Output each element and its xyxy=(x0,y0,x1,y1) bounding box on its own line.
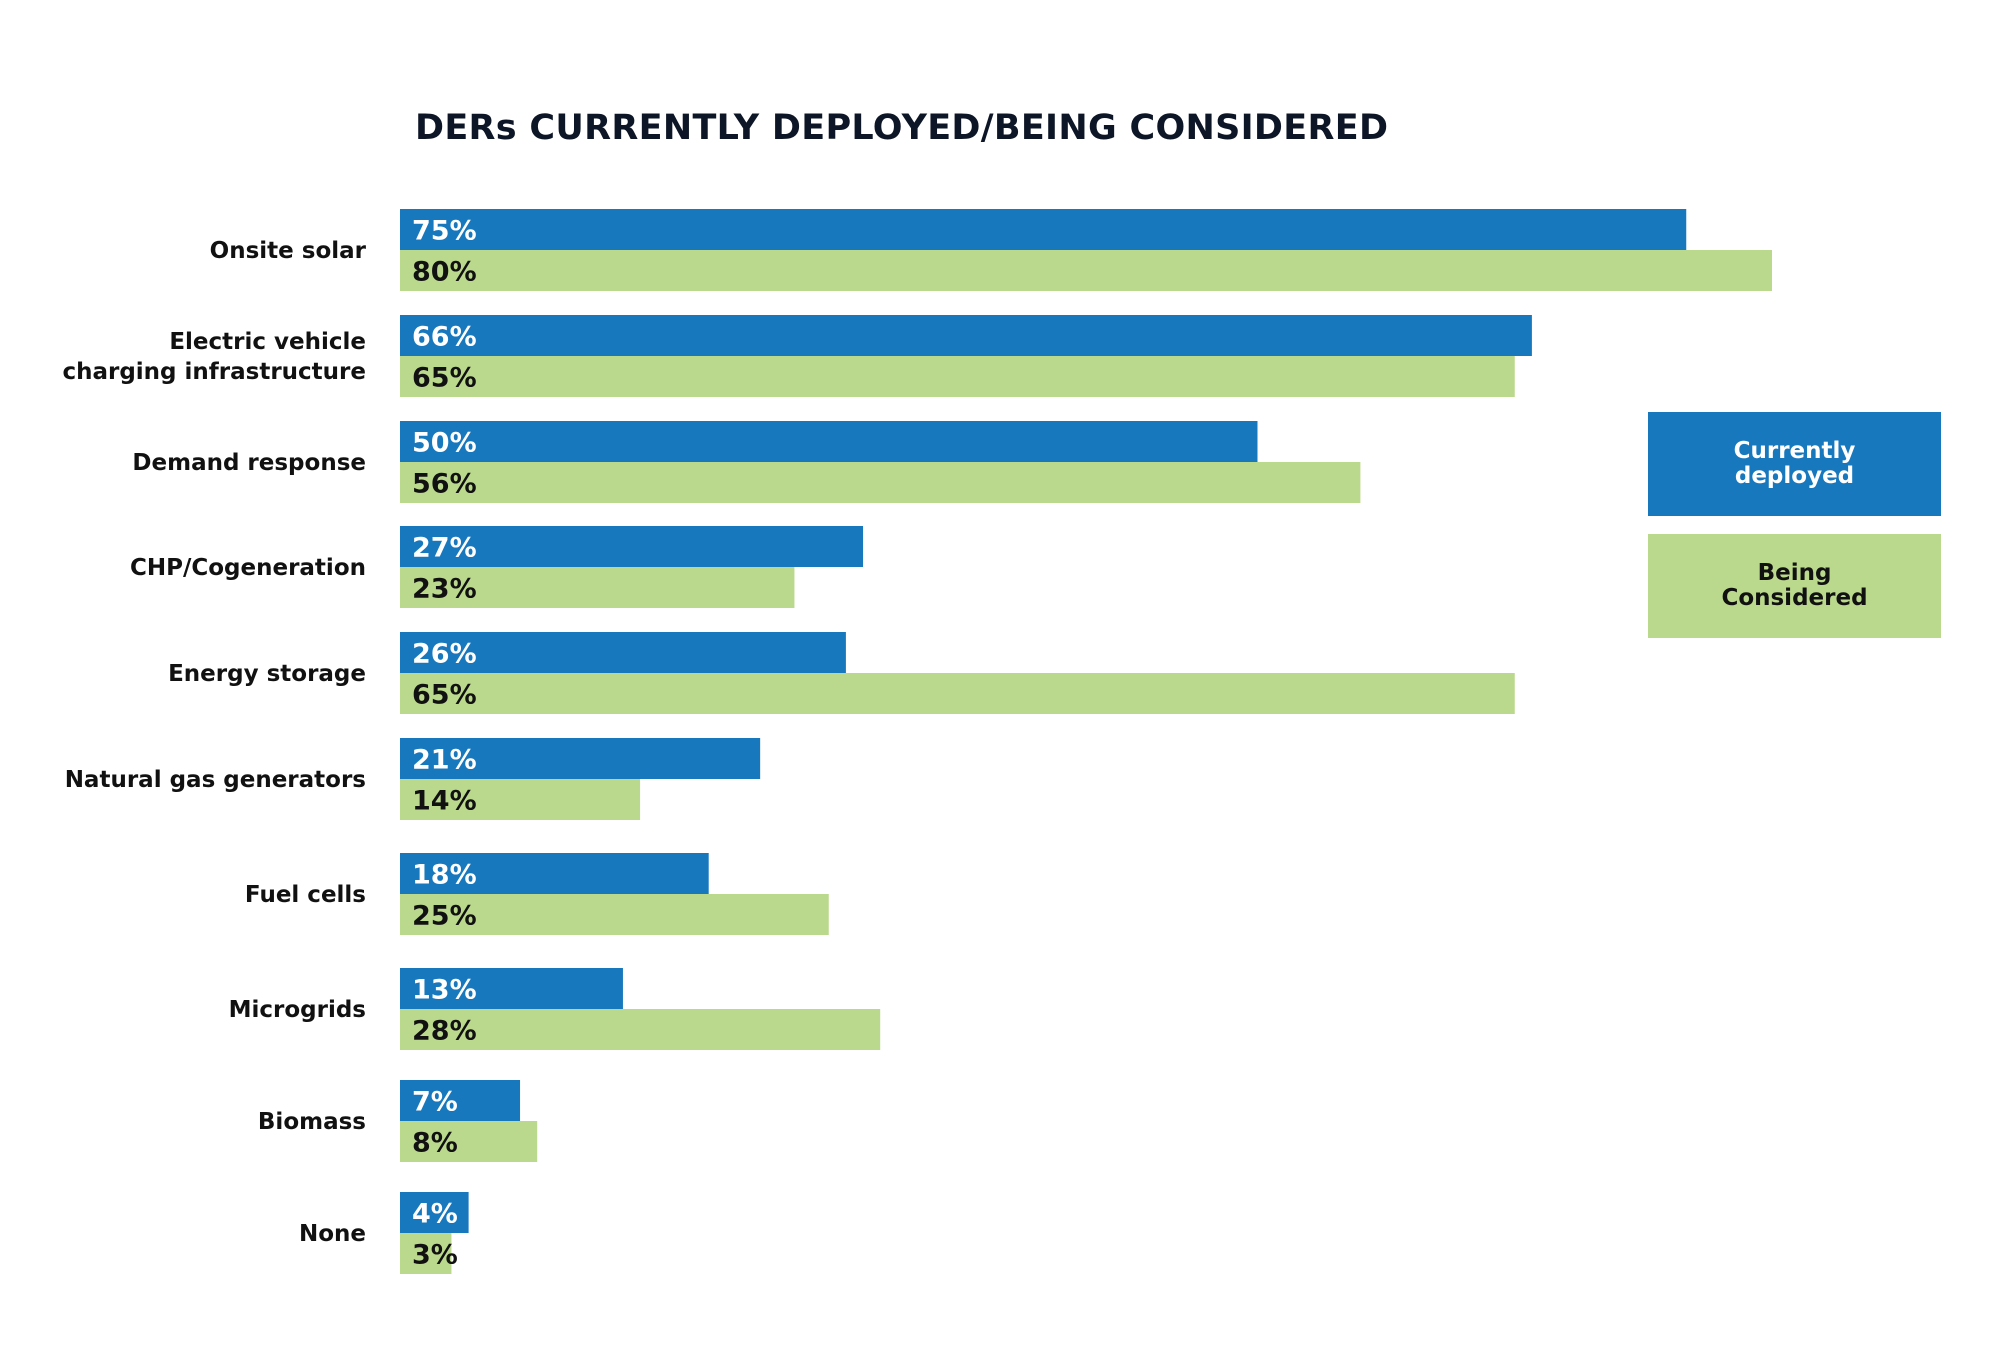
bar-currently-deployed xyxy=(400,1192,469,1233)
bar-being-considered xyxy=(400,462,1361,503)
category-label: Demand response xyxy=(132,450,366,476)
value-label-currently-deployed: 4% xyxy=(412,1199,458,1230)
value-label-being-considered: 3% xyxy=(412,1240,458,1271)
bar-being-considered xyxy=(400,356,1515,397)
category-label: CHP/Cogeneration xyxy=(130,555,366,581)
value-label-currently-deployed: 18% xyxy=(412,860,477,891)
value-label-being-considered: 80% xyxy=(412,257,477,288)
value-label-being-considered: 25% xyxy=(412,901,477,932)
value-label-currently-deployed: 66% xyxy=(412,322,477,353)
bar-currently-deployed xyxy=(400,632,846,673)
value-label-currently-deployed: 75% xyxy=(412,216,477,247)
value-label-currently-deployed: 26% xyxy=(412,639,477,670)
bar-currently-deployed xyxy=(400,421,1258,462)
bar-currently-deployed xyxy=(400,315,1532,356)
value-label-being-considered: 14% xyxy=(412,786,477,817)
bar-being-considered xyxy=(400,1009,881,1050)
value-label-being-considered: 23% xyxy=(412,574,477,605)
bar-currently-deployed xyxy=(400,738,761,779)
category-label: Electric vehicle charging infrastructure xyxy=(62,329,366,385)
value-label-being-considered: 8% xyxy=(412,1128,458,1159)
bar-being-considered xyxy=(400,250,1772,291)
category-label: Fuel cells xyxy=(245,882,366,908)
legend-item-currently-deployed: Currently deployed xyxy=(1648,412,1941,516)
bar-being-considered xyxy=(400,673,1515,714)
value-label-being-considered: 65% xyxy=(412,680,477,711)
bar-currently-deployed xyxy=(400,968,623,1009)
value-label-currently-deployed: 27% xyxy=(412,533,477,564)
category-label: Biomass xyxy=(258,1109,366,1135)
bar-being-considered xyxy=(400,567,795,608)
category-label: Microgrids xyxy=(229,997,366,1023)
category-label: Natural gas generators xyxy=(65,767,366,793)
category-label: None xyxy=(299,1221,366,1247)
chart-title: DERs CURRENTLY DEPLOYED/BEING CONSIDERED xyxy=(415,108,1389,148)
bar-currently-deployed xyxy=(400,209,1687,250)
value-label-being-considered: 65% xyxy=(412,363,477,394)
bar-being-considered xyxy=(400,1233,452,1274)
category-label: Onsite solar xyxy=(210,238,367,264)
value-label-being-considered: 56% xyxy=(412,469,477,500)
value-label-currently-deployed: 7% xyxy=(412,1087,458,1118)
bar-currently-deployed xyxy=(400,526,864,567)
value-label-currently-deployed: 50% xyxy=(412,428,477,459)
legend-item-being-considered: Being Considered xyxy=(1648,534,1941,638)
value-label-currently-deployed: 21% xyxy=(412,745,477,776)
bar-currently-deployed xyxy=(400,1080,521,1121)
legend-label-being-considered: Being Considered xyxy=(1721,559,1868,611)
value-label-being-considered: 28% xyxy=(412,1016,477,1047)
bar-being-considered xyxy=(400,779,641,820)
bar-being-considered xyxy=(400,1121,538,1162)
category-label: Energy storage xyxy=(168,661,366,687)
bar-currently-deployed xyxy=(400,853,709,894)
bar-being-considered xyxy=(400,894,829,935)
value-label-currently-deployed: 13% xyxy=(412,975,477,1006)
legend-label-currently-deployed: Currently deployed xyxy=(1733,437,1856,489)
